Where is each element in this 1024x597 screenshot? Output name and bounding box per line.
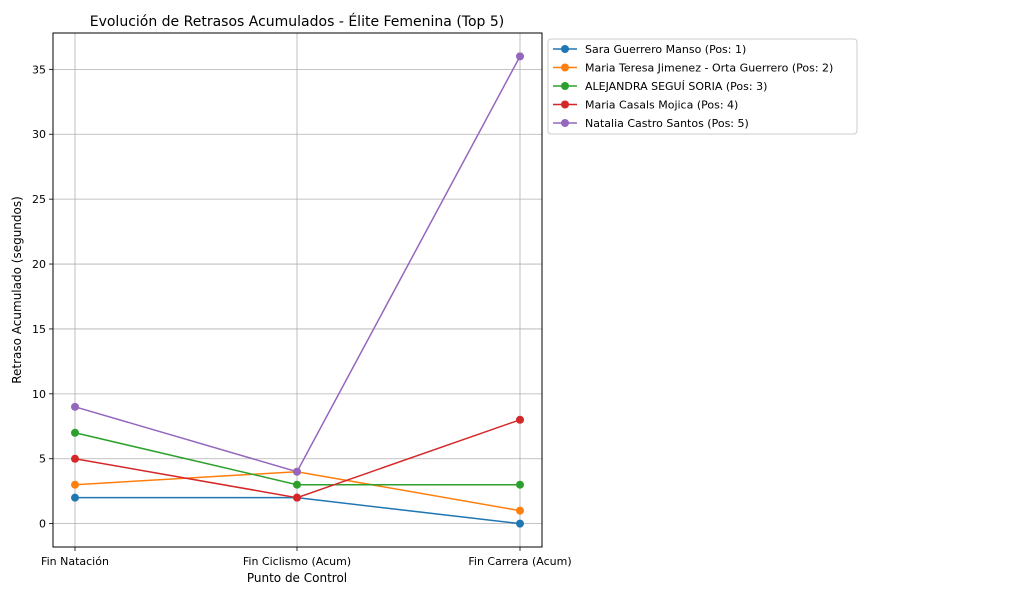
- y-tick-label: 25: [32, 193, 46, 206]
- data-point: [293, 493, 301, 502]
- x-axis-label: Punto de Control: [247, 571, 347, 585]
- x-tick-label: Fin Natación: [41, 555, 109, 568]
- legend-item: Maria Casals Mojica (Pos: 4): [553, 99, 738, 112]
- data-point: [516, 506, 524, 515]
- series-3: [71, 428, 524, 489]
- x-tick-label: Fin Carrera (Acum): [468, 555, 571, 568]
- y-tick-label: 35: [32, 63, 46, 76]
- series-4: [71, 415, 524, 502]
- data-point: [516, 480, 524, 489]
- legend-box: [547, 38, 858, 135]
- legend-marker: [561, 63, 569, 72]
- legend-label: Sara Guerrero Manso (Pos: 1): [585, 43, 746, 56]
- legend-marker: [561, 82, 569, 90]
- legend-label: ALEJANDRA SEGUÍ SORIA (Pos: 3): [585, 80, 767, 93]
- legend-item: Maria Teresa Jimenez - Orta Guerrero (Po…: [553, 62, 833, 75]
- grid-lines: [53, 33, 542, 547]
- y-axis-label: Retraso Acumulado (segundos): [10, 196, 24, 384]
- y-tick-label: 15: [32, 323, 46, 336]
- series-line: [74, 470, 521, 512]
- legend-label: Maria Casals Mojica (Pos: 4): [585, 99, 738, 112]
- legend-item: Natalia Castro Santos (Pos: 5): [553, 117, 749, 130]
- plot-area: [52, 32, 543, 548]
- data-point: [516, 415, 524, 424]
- y-axis-ticks: 0 5 10 15 20 25 30 35: [32, 63, 53, 531]
- y-tick-label: 5: [39, 453, 46, 466]
- legend-label: Maria Teresa Jimenez - Orta Guerrero (Po…: [585, 62, 833, 75]
- legend-label: Natalia Castro Santos (Pos: 5): [585, 117, 749, 130]
- data-point: [71, 454, 79, 463]
- data-point: [71, 480, 79, 489]
- y-tick-label: 30: [32, 128, 46, 141]
- data-point: [293, 467, 301, 476]
- series-lines: [71, 52, 524, 528]
- x-axis-ticks: Fin Natación Fin Ciclismo (Acum) Fin Carre…: [41, 547, 572, 568]
- x-tick-label: Fin Ciclismo (Acum): [243, 555, 351, 568]
- legend: Sara Guerrero Manso (Pos: 1) Maria Teresa…: [547, 38, 858, 135]
- y-tick-label: 20: [32, 258, 46, 271]
- legend-item: ALEJANDRA SEGUÍ SORIA (Pos: 3): [553, 80, 767, 93]
- chart-title: Evolución de Retrasos Acumulados - Élite…: [90, 13, 505, 30]
- series-5: [71, 52, 524, 476]
- y-tick-label: 10: [32, 388, 46, 401]
- data-point: [516, 52, 524, 61]
- legend-item: Sara Guerrero Manso (Pos: 1): [553, 43, 746, 56]
- data-point: [293, 480, 301, 489]
- legend-marker: [561, 100, 569, 109]
- data-point: [71, 493, 79, 502]
- data-point: [516, 519, 524, 528]
- legend-marker: [561, 45, 569, 53]
- data-point: [71, 402, 79, 411]
- data-point: [71, 428, 79, 437]
- legend-marker: [561, 119, 569, 127]
- y-tick-label: 0: [39, 518, 46, 531]
